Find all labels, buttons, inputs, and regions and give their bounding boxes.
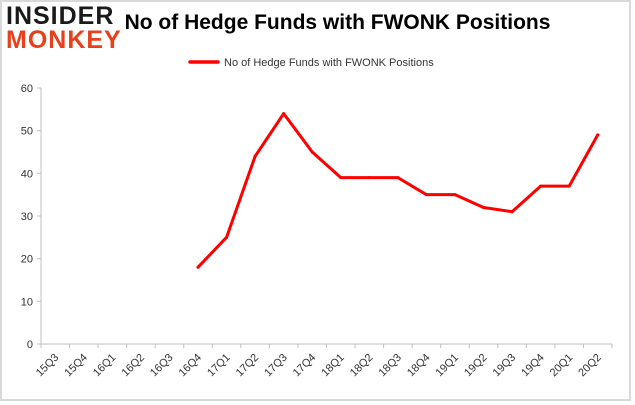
legend-label: No of Hedge Funds with FWONK Positions xyxy=(224,57,434,69)
data-point xyxy=(424,193,428,197)
x-tick-label: 18Q1 xyxy=(319,352,347,380)
y-tick-label: 40 xyxy=(21,168,33,180)
x-tick-label: 19Q4 xyxy=(519,352,547,380)
data-point xyxy=(339,176,343,180)
x-tick-label: 17Q4 xyxy=(291,352,319,380)
data-point xyxy=(596,133,600,137)
data-point xyxy=(396,176,400,180)
data-point xyxy=(196,265,200,269)
y-tick-label: 10 xyxy=(21,296,33,308)
x-tick-label: 17Q2 xyxy=(234,352,262,380)
insider-monkey-logo: INSIDER MONKEY xyxy=(6,4,122,53)
chart-title: No of Hedge Funds with FWONK Positions xyxy=(124,11,551,34)
data-point xyxy=(453,193,457,197)
x-tick-label: 19Q2 xyxy=(462,352,490,380)
y-tick-label: 20 xyxy=(21,254,33,266)
x-tick-label: 18Q3 xyxy=(376,352,404,380)
x-tick-label: 16Q4 xyxy=(177,352,205,380)
series-line xyxy=(196,112,600,269)
legend: No of Hedge Funds with FWONK Positions xyxy=(188,57,434,69)
data-point xyxy=(510,210,514,214)
x-tick-label: 16Q3 xyxy=(148,352,176,380)
x-tick-label: 17Q1 xyxy=(205,352,233,380)
x-tick-label: 18Q4 xyxy=(405,352,433,380)
data-point xyxy=(282,112,286,116)
y-tick-label: 50 xyxy=(21,126,33,138)
logo-text-bottom: MONKEY xyxy=(6,26,122,54)
x-tick-label: 16Q1 xyxy=(91,352,119,380)
logo-text-top: INSIDER xyxy=(6,2,115,30)
series-group xyxy=(196,112,600,269)
x-tick-label: 17Q3 xyxy=(262,352,290,380)
x-tick-label: 15Q4 xyxy=(62,352,90,380)
x-tick-label: 20Q1 xyxy=(548,352,576,380)
x-tick-label: 20Q2 xyxy=(576,352,604,380)
data-point xyxy=(539,184,543,188)
data-point xyxy=(253,154,257,158)
x-tick-label: 16Q2 xyxy=(120,352,148,380)
x-tick-label: 19Q1 xyxy=(434,352,462,380)
data-point xyxy=(225,235,229,239)
x-tick-label: 19Q3 xyxy=(491,352,519,380)
data-point xyxy=(310,150,314,154)
y-tick-label: 30 xyxy=(21,211,33,223)
x-tick-label: 18Q2 xyxy=(348,352,376,380)
data-point xyxy=(567,184,571,188)
y-tick-label: 0 xyxy=(27,339,33,351)
y-tick-label: 60 xyxy=(21,83,33,95)
data-point xyxy=(482,205,486,209)
x-tick-label: 15Q3 xyxy=(34,352,62,380)
data-point xyxy=(367,176,371,180)
